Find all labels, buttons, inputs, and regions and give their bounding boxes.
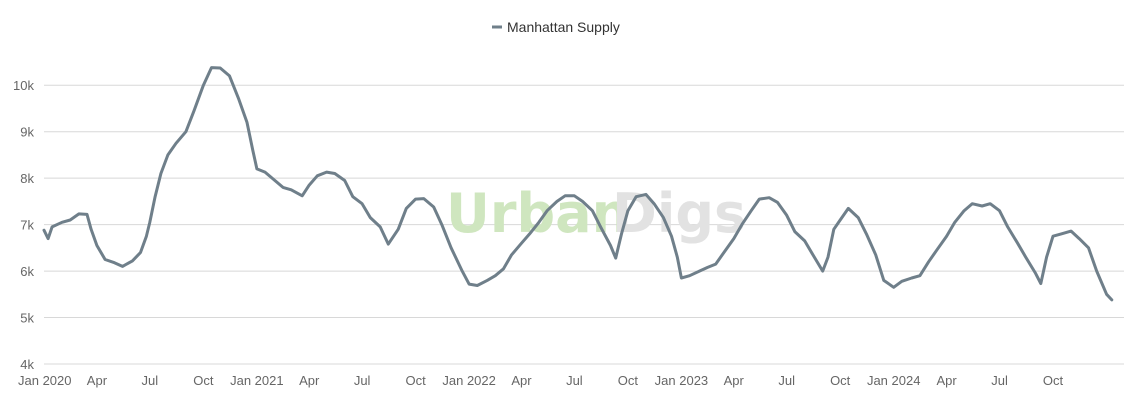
x-tick-label: Apr [936,373,957,388]
x-tick-label: Jul [142,373,159,388]
x-tick-label: Jan 2023 [655,373,709,388]
x-tick-label: Jan 2020 [18,373,72,388]
x-tick-label: Oct [618,373,639,388]
watermark: Urban Digs [446,182,746,245]
x-tick-label: Apr [299,373,320,388]
series-line-manhattan-supply[interactable] [42,66,1114,302]
x-tick-label: Apr [87,373,108,388]
y-axis: 4k 5k 6k 7k 8k 9k 10k [13,78,34,372]
y-tick-label-6k: 6k [20,264,34,279]
legend-label-manhattan-supply[interactable]: Manhattan Supply [507,19,620,35]
y-tick-label-10k: 10k [13,78,34,93]
grid-lines [44,84,1124,365]
x-tick-label: Oct [406,373,427,388]
y-tick-label-5k: 5k [20,311,34,326]
x-tick-label: Oct [193,373,214,388]
x-tick-label: Jan 2024 [867,373,921,388]
x-tick-label: Jul [354,373,371,388]
series-layer [42,66,1114,302]
watermark-urban: Urban [446,182,630,245]
x-tick-label: Apr [724,373,745,388]
y-tick-label-8k: 8k [20,171,34,186]
x-tick-label: Jul [778,373,795,388]
y-tick-label-4k: 4k [20,357,34,372]
x-tick-label: Jul [991,373,1008,388]
x-tick-label: Jul [566,373,583,388]
x-tick-label: Oct [830,373,851,388]
x-tick-label: Jan 2021 [230,373,284,388]
x-axis: Jan 2020 Apr Jul Oct Jan 2021 Apr Jul Oct Jan 20… [18,373,1064,388]
legend[interactable]: Manhattan Supply [492,19,620,35]
y-tick-label-9k: 9k [20,125,34,140]
watermark-digs: Digs [612,182,746,245]
x-tick-label: Jan 2022 [442,373,496,388]
y-tick-label-7k: 7k [20,218,34,233]
x-tick-label: Oct [1043,373,1064,388]
x-tick-label: Apr [511,373,532,388]
